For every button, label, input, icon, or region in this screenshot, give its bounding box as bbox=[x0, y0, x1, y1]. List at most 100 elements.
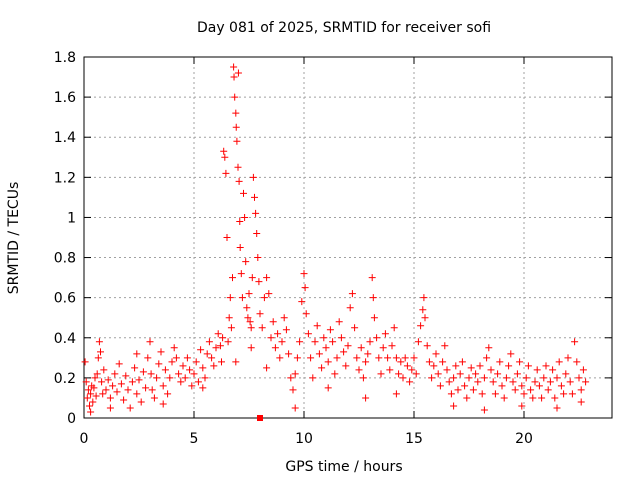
y-tick-label: 0.6 bbox=[54, 291, 76, 307]
data-point bbox=[99, 390, 107, 398]
data-point bbox=[222, 169, 230, 177]
data-point bbox=[230, 63, 238, 71]
data-point bbox=[190, 370, 198, 378]
data-point bbox=[560, 390, 568, 398]
data-point bbox=[95, 338, 103, 346]
data-point bbox=[243, 304, 251, 312]
y-tick-label: 0.8 bbox=[54, 251, 76, 267]
data-point bbox=[518, 402, 526, 410]
data-point bbox=[164, 390, 172, 398]
data-point bbox=[366, 338, 374, 346]
data-point bbox=[133, 390, 141, 398]
data-point bbox=[177, 378, 185, 386]
data-point bbox=[397, 358, 405, 366]
data-point bbox=[362, 358, 370, 366]
data-point bbox=[208, 354, 216, 362]
data-point bbox=[251, 193, 258, 201]
y-tick-label: 1.2 bbox=[54, 170, 76, 186]
data-point bbox=[256, 310, 264, 318]
data-point bbox=[529, 394, 537, 402]
data-point bbox=[94, 354, 102, 362]
data-point bbox=[516, 358, 524, 366]
data-point bbox=[232, 109, 240, 117]
data-point bbox=[278, 338, 286, 346]
data-point bbox=[128, 378, 136, 386]
data-point bbox=[210, 362, 218, 370]
data-point bbox=[265, 290, 273, 298]
data-point bbox=[498, 382, 506, 390]
data-point bbox=[476, 362, 484, 370]
x-tick-label: 0 bbox=[80, 431, 89, 447]
data-point bbox=[379, 344, 387, 352]
data-point bbox=[335, 318, 343, 326]
data-points bbox=[81, 63, 590, 421]
data-point bbox=[483, 354, 491, 362]
data-point bbox=[425, 358, 433, 366]
data-point bbox=[301, 284, 309, 292]
data-point bbox=[377, 370, 385, 378]
data-point bbox=[238, 294, 246, 302]
data-point bbox=[322, 344, 330, 352]
data-point bbox=[443, 366, 451, 374]
data-point bbox=[417, 322, 425, 330]
data-point bbox=[166, 374, 174, 382]
data-point bbox=[494, 370, 502, 378]
data-point bbox=[92, 392, 100, 400]
data-point bbox=[386, 366, 394, 374]
data-point bbox=[126, 404, 134, 412]
y-axis-label: SRMTID / TECUs bbox=[6, 182, 22, 295]
data-point bbox=[289, 386, 297, 394]
x-tick-label: 20 bbox=[515, 431, 533, 447]
data-point bbox=[430, 362, 438, 370]
data-point bbox=[216, 342, 224, 350]
data-point bbox=[571, 338, 579, 346]
data-point bbox=[144, 354, 152, 362]
data-point bbox=[513, 370, 521, 378]
data-point bbox=[181, 374, 189, 382]
data-point bbox=[106, 394, 114, 402]
data-point bbox=[527, 386, 535, 394]
data-point bbox=[104, 376, 112, 384]
data-point bbox=[81, 358, 89, 366]
data-point bbox=[489, 378, 497, 386]
data-point bbox=[496, 358, 504, 366]
data-point bbox=[248, 274, 256, 282]
x-tick-label: 5 bbox=[190, 431, 199, 447]
data-point bbox=[522, 374, 530, 382]
data-point bbox=[406, 378, 414, 386]
data-point bbox=[218, 358, 225, 366]
data-point bbox=[109, 382, 117, 390]
data-point bbox=[432, 350, 440, 358]
data-point bbox=[271, 344, 279, 352]
data-point bbox=[201, 374, 209, 382]
data-point bbox=[86, 402, 93, 410]
y-tick-label: 0.2 bbox=[54, 371, 76, 387]
x-tick-label: 10 bbox=[295, 431, 313, 447]
data-point bbox=[241, 213, 249, 221]
data-point bbox=[450, 402, 458, 410]
data-point bbox=[236, 244, 244, 252]
data-point bbox=[469, 386, 477, 394]
data-point bbox=[93, 370, 101, 378]
data-point bbox=[214, 330, 222, 338]
data-point bbox=[234, 69, 242, 77]
data-point bbox=[458, 358, 466, 366]
data-point bbox=[147, 370, 155, 378]
data-point bbox=[351, 324, 359, 332]
data-point bbox=[296, 338, 304, 346]
data-point bbox=[388, 342, 396, 350]
data-point bbox=[252, 209, 260, 217]
data-point bbox=[242, 258, 250, 266]
data-point bbox=[236, 217, 244, 225]
data-point bbox=[304, 330, 312, 338]
data-point bbox=[157, 348, 165, 356]
data-point bbox=[84, 386, 92, 394]
data-point bbox=[91, 374, 99, 382]
data-point bbox=[324, 384, 332, 392]
data-point bbox=[179, 362, 187, 370]
data-point bbox=[246, 318, 254, 326]
data-point bbox=[139, 368, 147, 376]
data-point bbox=[183, 354, 191, 362]
data-point bbox=[175, 370, 183, 378]
